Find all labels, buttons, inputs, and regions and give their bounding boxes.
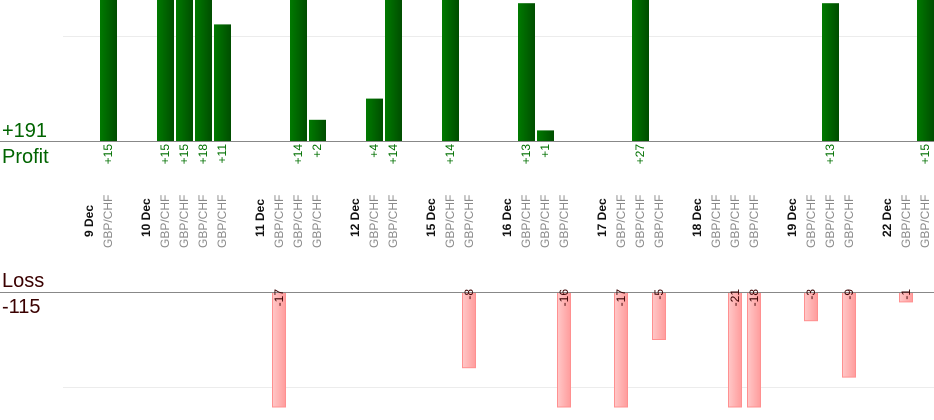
pair-label: GBP/CHF [272,195,286,248]
profit-bar [632,0,649,141]
pair-label: GBP/CHF [614,195,628,248]
pair-label: GBP/CHF [310,195,324,248]
loss-bar [842,292,856,378]
profit-bar [518,3,535,142]
profit-bar [100,0,117,141]
loss-value-label: -1 [899,289,913,300]
profit-value-label: +2 [310,144,324,158]
pair-label: GBP/CHF [823,195,837,248]
profit-bar [537,130,554,141]
pair-label: GBP/CHF [709,195,723,248]
profit-value-label: +13 [519,144,533,165]
date-label: 22 Dec [880,198,894,237]
loss-value-label: -8 [462,289,476,300]
loss-bar [272,292,286,408]
date-label: 18 Dec [690,198,704,237]
pair-label: GBP/CHF [158,195,172,248]
profit-bar [442,0,459,141]
profit-bar [176,0,193,141]
pair-label: GBP/CHF [804,195,818,248]
pair-label: GBP/CHF [215,195,229,248]
pair-label: GBP/CHF [538,195,552,248]
pair-label: GBP/CHF [747,195,761,248]
pair-label: GBP/CHF [101,195,115,248]
loss-value-label: -3 [804,289,818,300]
pair-label: GBP/CHF [177,195,191,248]
profit-bar [917,0,934,141]
pair-label: GBP/CHF [367,195,381,248]
profit-value-label: +11 [215,144,229,164]
loss-value-label: -17 [614,289,628,307]
profit-bar [366,98,383,141]
pair-label: GBP/CHF [519,195,533,248]
loss-bar [557,292,571,408]
profit-value-label: +1 [538,144,552,158]
pair-label: GBP/CHF [652,195,666,248]
loss-value-label: -9 [842,289,856,300]
profit-value-label: +15 [177,144,191,165]
profit-bar [290,0,307,141]
date-label: 17 Dec [595,198,609,237]
pair-label: GBP/CHF [557,195,571,248]
pair-label: GBP/CHF [842,195,856,248]
profit-value-label: +14 [443,144,457,165]
profit-value-label: +15 [158,144,172,165]
profit-value-label: +14 [291,144,305,165]
pair-label: GBP/CHF [443,195,457,248]
profit-bar [195,0,212,141]
profit-total: +191 [2,120,47,142]
date-label: 10 Dec [139,198,153,237]
loss-total: -115 [2,296,41,318]
profit-value-label: +14 [386,144,400,165]
profit-bar [214,24,231,141]
pair-label: GBP/CHF [918,195,932,248]
pair-label: GBP/CHF [728,195,742,248]
loss-label: Loss [2,270,44,292]
date-label: 9 Dec [82,205,96,237]
pair-label: GBP/CHF [291,195,305,248]
profit-bar [385,0,402,141]
loss-bar [728,292,742,408]
profit-label: Profit [2,146,49,168]
pair-label: GBP/CHF [462,195,476,248]
pair-label: GBP/CHF [633,195,647,248]
profit-value-label: +4 [367,144,381,158]
profit-value-label: +15 [918,144,932,165]
profit-value-label: +15 [101,144,115,165]
loss-bar [462,292,476,369]
loss-value-label: -5 [652,289,666,300]
pair-label: GBP/CHF [386,195,400,248]
date-label: 15 Dec [424,198,438,237]
date-label: 12 Dec [348,198,362,237]
loss-value-label: -18 [747,289,761,307]
profit-bar [157,0,174,141]
profit-value-label: +27 [633,144,647,165]
profit-bar [309,119,326,141]
loss-bar [614,292,628,408]
loss-value-label: -17 [272,289,286,307]
loss-bar [747,292,761,408]
profit-bar [822,3,839,142]
date-label: 11 Dec [253,199,267,237]
profit-value-label: +18 [196,144,210,165]
pair-label: GBP/CHF [196,195,210,248]
loss-value-label: -21 [728,289,742,307]
pair-label: GBP/CHF [899,195,913,248]
date-label: 19 Dec [785,198,799,237]
profit-value-label: +13 [823,144,837,165]
date-label: 16 Dec [500,198,514,237]
loss-value-label: -16 [557,289,571,307]
